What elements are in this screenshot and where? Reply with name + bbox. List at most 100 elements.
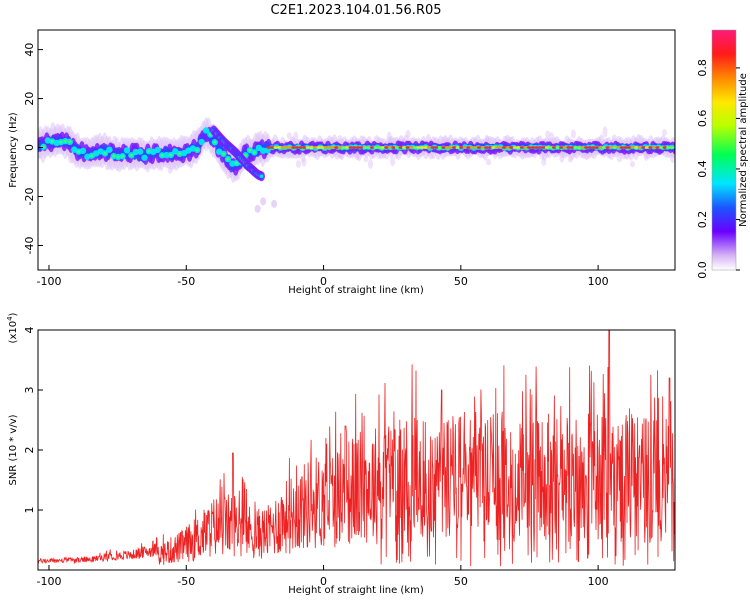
spectrogram-x-tick-label: 50 [454,275,468,288]
spectrogram-cell [559,152,565,163]
spectrogram-y-ticks: 40 20 0 -20 -40 [23,43,43,254]
spectrogram-cell [434,146,439,149]
spectrogram-cell [160,153,164,157]
spectrogram-cell [254,204,261,213]
snr-scale-label: (x104) [6,312,19,343]
spectrogram-cell [576,146,582,149]
spectrogram-x-tick-label: 0 [320,275,327,288]
spectrogram-cell [509,146,514,149]
snr-y-ticks: 1 2 3 4 [23,327,43,514]
spectrogram-cell [662,146,668,149]
spectrogram-cell [555,146,560,149]
spectrogram-cell [623,146,628,149]
spectrogram-cell [587,146,593,149]
spectrogram-cell [659,146,664,149]
spectrogram-cell [591,146,596,149]
spectrogram-cell [462,146,468,149]
spectrogram-cell [296,160,302,168]
spectrogram-cell [484,134,490,144]
spectrogram-cell [106,146,113,153]
spectrogram-cell [120,154,125,158]
snr-y-tick-label: 2 [23,447,36,454]
spectrogram-cell [363,156,369,163]
spectrogram-cell [319,146,325,149]
spectrogram-cell [484,146,489,149]
spectrogram-cell [167,166,173,174]
snr-x-tick-label: 0 [320,575,327,588]
spectrogram-cell [598,146,603,149]
spectrogram-cell [619,146,625,149]
spectrogram-cell [302,146,307,149]
spectrogram-cell [309,146,314,149]
snr-y-tick-label: 4 [23,327,36,334]
spectrogram-cell [112,154,116,158]
colorbar-tick-label: 0.4 [696,160,709,178]
colorbar: 0.0 0.2 0.4 0.6 0.8 Normalized spectral ampl… [696,29,749,279]
colorbar-tick-label: 0.8 [696,59,709,77]
snr-scale-close: ) [8,312,19,316]
spectrogram-cell [169,153,173,157]
spectrogram-cell [198,138,205,146]
spectrogram-cell [494,146,500,149]
spectrogram-cell [226,157,230,161]
colorbar-label: Normalized spectral amplitude [738,73,749,227]
spectrogram-cell [270,146,275,149]
spectrogram-cell [259,174,264,179]
spectrogram-cell [651,146,657,149]
spectrogram-cell [427,146,432,149]
spectrogram-cell [648,146,653,149]
spectrogram-cell [527,146,532,149]
spectrogram-cell [551,146,557,149]
spectrogram-cell [405,129,411,139]
spectrogram-cell [284,146,289,149]
spectrogram-cell [252,150,256,154]
spectrogram-cell [437,146,443,149]
spectrogram-cell [136,148,144,155]
spectrogram-y-tick-label: 0 [23,144,36,151]
spectrogram-cell [178,152,182,156]
spectrogram-cell [352,146,357,149]
spectrogram-cell [486,158,492,166]
spectrogram-cell [491,146,496,149]
spectrogram-cell [341,146,346,149]
spectrogram-heat [38,117,675,213]
spectrogram-cell [548,132,554,140]
spectrogram-cell [548,146,553,149]
spectrogram-cell [293,131,299,142]
spectrogram-cell [616,146,621,149]
colorbar-tick-label: 0.2 [696,211,709,229]
spectrogram-cell [277,146,282,149]
snr-x-tick-label: 100 [588,575,609,588]
snr-series-line [38,330,675,567]
chart-title: C2E1.2023.104.01.56.R05 [270,3,441,18]
spectrogram-cell [669,146,675,149]
spectrogram-cell [354,151,360,161]
spectrogram-cell [271,199,278,208]
spectrogram-cell [519,146,525,149]
snr-scale-exponent: 4 [6,316,14,321]
spectrogram-cell [369,146,375,149]
spectrogram-cell [312,146,318,149]
snr-x-tick-label: -100 [36,575,61,588]
spectrogram-cell [67,153,73,164]
spectrogram-cell [477,146,482,149]
spectrogram-cell [367,159,373,169]
spectrogram-cell [243,153,248,157]
spectrogram-panel: -100 -50 0 50 100 40 20 0 -20 -40 Height of stra… [8,29,676,296]
spectrogram-cell [655,146,660,149]
spectrogram-cell [291,146,296,149]
spectrogram-cell [195,148,199,152]
spectrogram-y-tick-label: 40 [23,43,36,57]
spectrogram-cell [505,146,510,149]
spectrogram-cell [473,146,478,149]
spectrogram-cell [330,146,336,149]
spectrogram-cell [416,146,421,149]
spectrogram-cell [562,146,568,149]
spectrogram-cell [516,146,521,149]
spectrogram-cell [337,146,343,149]
spectrogram-cell [323,146,328,149]
spectrogram-x-axis-label: Height of straight line (km) [288,285,424,296]
spectrogram-cell [394,146,400,149]
snr-y-tick-label: 3 [23,387,36,394]
